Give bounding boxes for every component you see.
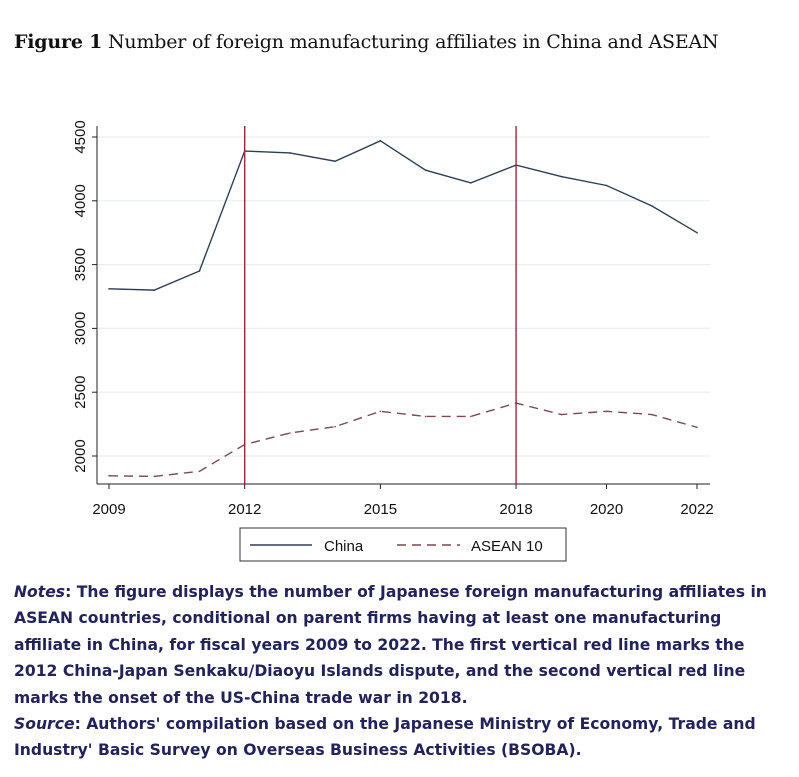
y-tick-label: 4000: [72, 184, 89, 217]
figure-notes: Notes: The figure displays the number of…: [14, 579, 767, 764]
data-point: [379, 410, 382, 413]
x-tick-label: 2009: [92, 501, 125, 518]
data-point: [605, 410, 608, 413]
figure-title: Number of foreign manufacturing affiliat…: [107, 31, 719, 53]
figure-caption: Figure 1 Number of foreign manufacturing…: [14, 31, 719, 53]
notes-line: ASEAN countries, conditional on parent f…: [14, 609, 722, 628]
data-point: [424, 415, 427, 418]
data-point: [153, 475, 156, 478]
notes-line: affiliate in China, for fiscal years 200…: [14, 635, 745, 654]
figure-label: Figure 1: [14, 31, 103, 53]
source-line: : Authors' compilation based on the Japa…: [74, 715, 756, 734]
y-tick-label: 2500: [72, 376, 89, 409]
notes-line: 2012 China-Japan Senkaku/Diaoyu Islands …: [14, 662, 746, 681]
data-point: [650, 413, 653, 416]
x-tick-label: 2015: [364, 501, 397, 518]
x-tick-label: 2018: [499, 501, 532, 518]
notes-label: Notes: [14, 583, 66, 601]
data-point: [289, 432, 291, 434]
data-point: [424, 169, 427, 171]
data-point: [650, 205, 653, 207]
data-point: [560, 413, 563, 416]
x-tick-label: 2020: [590, 501, 623, 518]
y-tick-label: 3500: [72, 248, 89, 281]
notes-line: marks the onset of the US-China trade wa…: [14, 688, 468, 707]
data-point: [198, 270, 201, 272]
data-point: [289, 152, 291, 154]
data-point: [334, 160, 336, 163]
legend-label-asean: ASEAN 10: [471, 538, 543, 555]
y-tick-label: 2000: [72, 439, 89, 472]
data-point: [334, 425, 336, 428]
data-point: [560, 175, 563, 178]
data-point: [696, 426, 698, 429]
data-point: [198, 470, 201, 473]
data-point: [153, 289, 156, 291]
data-point: [605, 184, 608, 187]
legend-label-china: China: [324, 538, 364, 555]
source-label: Source: [14, 715, 75, 734]
data-point: [696, 231, 698, 234]
notes-line: : The figure displays the number of Japa…: [65, 583, 767, 601]
x-tick-label: 2012: [228, 501, 261, 518]
source-line: Industry' Basic Survey on Overseas Busin…: [14, 741, 582, 760]
data-point: [470, 182, 472, 184]
y-tick-label: 3000: [72, 312, 89, 345]
data-point: [108, 474, 110, 477]
line-chart: 2000 2500 3000 3500 4000 4500 2009 2012 2015 2018…: [72, 120, 714, 562]
data-point: [108, 288, 110, 290]
series-line-china: [108, 140, 698, 291]
series-line-asean-10: [108, 402, 698, 478]
y-tick-label: 4500: [72, 120, 89, 153]
data-point: [470, 415, 472, 418]
x-tick-label: 2022: [680, 501, 713, 518]
data-point: [379, 140, 382, 142]
